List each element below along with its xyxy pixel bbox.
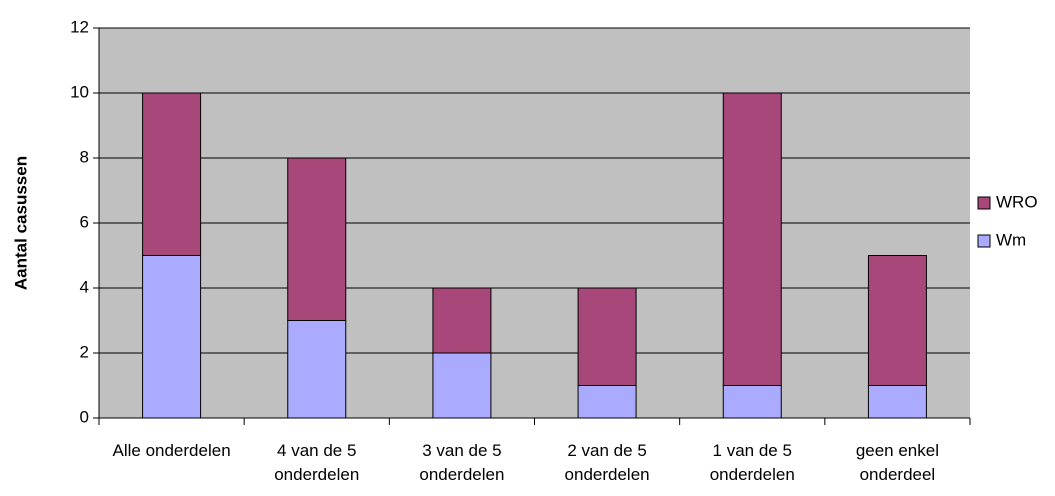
legend-label: Wm [996, 230, 1026, 249]
legend-label: WRO [996, 192, 1038, 211]
bar-segment [867, 255, 927, 386]
bar-segment [142, 255, 202, 419]
x-tick-label: 4 van de 5 onderdelen [274, 441, 360, 484]
bar-segment [142, 92, 202, 256]
y-tick-label: 0 [80, 407, 89, 426]
bar-segment [432, 352, 492, 419]
y-axis-title: Aantal casussen [11, 156, 30, 290]
x-tick-label: 3 van de 5 onderdelen [419, 441, 505, 484]
legend-swatch [977, 196, 991, 210]
y-tick-label: 10 [70, 82, 89, 101]
legend-swatch [977, 234, 991, 248]
y-tick-label: 8 [80, 147, 89, 166]
y-tick-label: 12 [70, 17, 89, 36]
bar-segment [722, 385, 782, 419]
x-tick-label: geen enkel onderdeel [855, 441, 939, 484]
x-tick-label: 2 van de 5 onderdelen [564, 441, 650, 484]
y-tick-label: 2 [80, 342, 89, 361]
x-tick-label: Alle onderdelen [112, 441, 231, 460]
y-tick-label: 4 [80, 277, 89, 296]
bar-segment [577, 287, 637, 386]
bar-segment [287, 320, 347, 419]
bar-segment [867, 385, 927, 419]
y-tick-label: 6 [80, 212, 89, 231]
bar-segment [287, 157, 347, 321]
bar-segment [722, 92, 782, 386]
bar-segment [432, 287, 492, 354]
x-tick-label: 1 van de 5 onderdelen [709, 441, 795, 484]
bar-segment [577, 385, 637, 419]
